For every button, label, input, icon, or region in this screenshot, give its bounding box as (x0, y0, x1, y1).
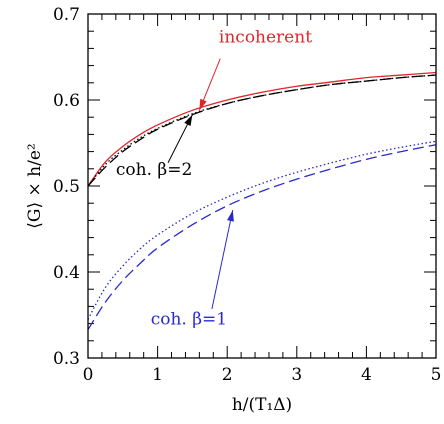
plot-frame (87, 13, 437, 359)
x-tick-label: 3 (291, 365, 302, 385)
arrowhead-incoherent (199, 98, 207, 111)
x-tick-label: 2 (222, 365, 233, 385)
annotation-beta2: coh. β=2 (116, 160, 192, 180)
x-axis-title: h/(T₁Δ) (232, 395, 292, 415)
series-layer (87, 71, 437, 330)
y-tick-label: 0.7 (53, 5, 80, 25)
y-tick-label: 0.5 (53, 177, 80, 197)
x-tick-label: 1 (152, 365, 163, 385)
arrowhead-beta2 (184, 114, 193, 127)
x-tick-label: 5 (431, 365, 442, 385)
x-tick-label: 0 (83, 365, 94, 385)
y-tick-label: 0.4 (53, 263, 80, 283)
x-tick-label: 4 (361, 365, 372, 385)
series-line-coh-beta2-dashed (87, 74, 437, 187)
arrowhead-beta1 (227, 210, 234, 222)
axis-ticks (87, 13, 437, 359)
series-line-coh-beta1-dashed (87, 144, 437, 330)
series-line-incoherent (87, 71, 437, 187)
tick-labels: 0 1 2 3 4 5 0.3 0.4 0.5 0.6 0.7 (53, 5, 441, 385)
annotation-arrow-beta1 (211, 209, 234, 310)
annotation-layer: incoherent coh. β=2 coh. β=1 (116, 27, 312, 329)
y-tick-label: 0.3 (53, 349, 80, 369)
annotation-beta1: coh. β=1 (151, 309, 227, 329)
y-tick-label: 0.6 (53, 91, 80, 111)
annotation-incoherent: incoherent (219, 27, 312, 47)
y-axis-title: ⟨G⟩ × h/e² (25, 143, 45, 228)
